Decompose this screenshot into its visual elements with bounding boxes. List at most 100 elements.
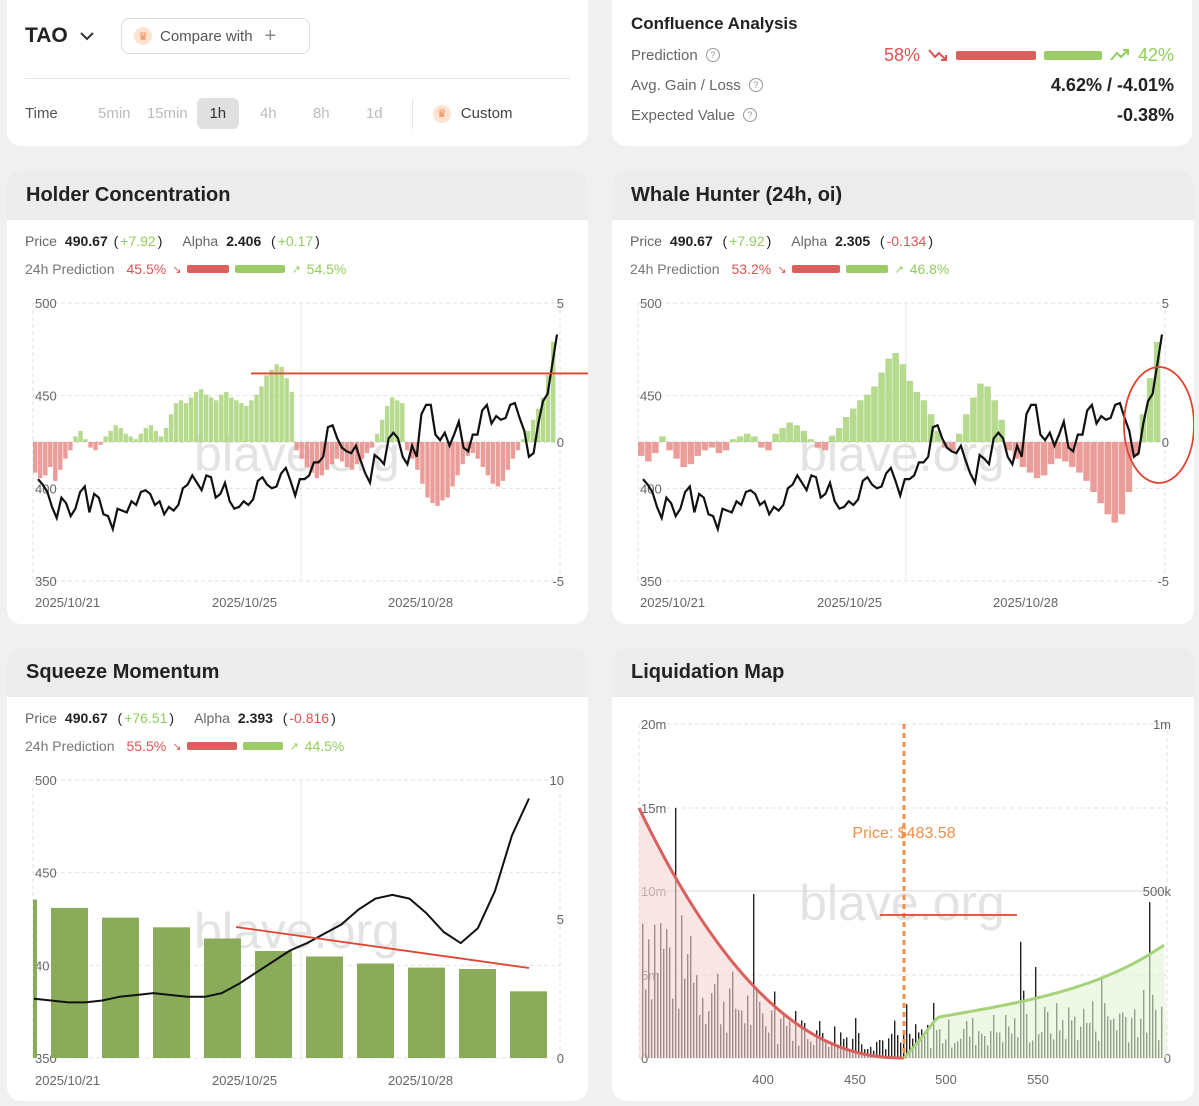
y-right-tick: 10: [550, 773, 564, 788]
squeeze-momentum-card: Squeeze Momentum Price 490.67 (+76.51) A…: [7, 648, 588, 1101]
alpha-bar: [209, 397, 214, 442]
alpha-bar: [701, 442, 709, 451]
x-tick: 2025/10/21: [35, 595, 100, 610]
alpha-bar: [450, 442, 455, 487]
alpha-bar: [234, 400, 239, 442]
alpha-label: Alpha: [182, 233, 219, 249]
custom-button[interactable]: ♛ Custom: [432, 104, 512, 123]
x-tick: 2025/10/25: [817, 595, 882, 610]
long-liq-area: [904, 945, 1167, 1058]
price-value: 490.67: [64, 710, 108, 726]
trend-down-icon: ↘: [172, 263, 182, 276]
alpha-bar: [244, 405, 249, 442]
alpha-bar: [1125, 442, 1133, 492]
liquidation-bar: [753, 894, 755, 1058]
x-tick: 2025/10/28: [388, 595, 453, 610]
momentum-bar: [33, 899, 37, 1058]
alpha-bar: [1132, 442, 1140, 456]
liquidation-bar: [885, 1049, 887, 1058]
alpha-bar: [984, 386, 991, 442]
alpha-bar: [380, 419, 385, 442]
time-option-4h[interactable]: 4h: [259, 105, 277, 122]
alpha-bar: [163, 428, 169, 442]
trend-up-icon: ↗: [289, 740, 299, 753]
prediction-down: 55.5%: [126, 738, 167, 754]
price-line: [33, 798, 530, 1004]
liquidation-chart[interactable]: 20m15m10m5m01m500k0400450500550blave.org…: [612, 648, 1194, 1101]
help-icon[interactable]: ?: [748, 78, 763, 92]
alpha-bar: [673, 442, 680, 459]
help-icon[interactable]: ?: [742, 108, 757, 122]
alpha-bar: [269, 369, 274, 442]
alpha-bar: [63, 442, 68, 459]
alpha-bar: [98, 442, 103, 445]
alpha-bar: [638, 442, 645, 456]
alpha-bar: [520, 439, 526, 442]
price-change: +76.51: [124, 710, 168, 726]
time-option-15min[interactable]: 15min: [146, 105, 188, 122]
alpha-bar: [445, 442, 450, 498]
alpha-bar: [495, 442, 501, 487]
trend-down-icon: [928, 49, 947, 61]
liquidation-bar: [852, 1038, 854, 1058]
gain-loss-value: 4.62% / -4.01%: [1050, 74, 1174, 95]
alpha-bar: [219, 394, 224, 442]
alpha-bar: [1097, 442, 1104, 504]
alpha-bar: [927, 414, 935, 442]
prediction-down-bar: [187, 742, 238, 750]
time-option-1d[interactable]: 1d: [365, 105, 383, 122]
annotation-trendline: [235, 926, 530, 969]
price-alpha-row: Price 490.67 (+76.51) Alpha 2.393 (-0.81…: [25, 710, 336, 726]
ticker-symbol: TAO: [25, 24, 68, 47]
divider: [25, 78, 570, 79]
y-right-tick: 5: [557, 296, 564, 311]
alpha-bar: [324, 442, 330, 470]
ticker-selector[interactable]: TAO: [25, 24, 94, 48]
price-line: [37, 334, 559, 533]
liquidation-bar: [1020, 941, 1022, 1058]
time-option-8h[interactable]: 8h: [312, 105, 330, 122]
y-right-tick: 500k: [1143, 884, 1172, 899]
liquidation-bar: [906, 1004, 908, 1058]
alpha-bar: [138, 433, 143, 442]
plus-icon: +: [264, 24, 277, 47]
alpha-bar: [772, 433, 779, 442]
prediction-up: 44.5%: [304, 738, 345, 754]
gain-loss-label: Avg. Gain / Loss: [631, 76, 741, 94]
alpha-bar: [88, 442, 93, 448]
alpha-bar: [168, 414, 174, 442]
liquidation-bar: [870, 1047, 872, 1058]
y-right-tick: 0: [1164, 1051, 1171, 1066]
x-tick: 2025/10/28: [993, 595, 1058, 610]
prediction-row: 24h Prediction 53.2% ↘ ↗ 46.8%: [630, 261, 949, 277]
compare-with-button[interactable]: ♛ Compare with +: [121, 18, 310, 54]
alpha-bar: [249, 400, 254, 442]
liquidation-bar: [861, 1044, 863, 1058]
alpha-bar: [425, 442, 430, 498]
momentum-bar: [51, 907, 88, 1058]
chevron-down-icon: [80, 32, 94, 41]
alpha-bar: [193, 392, 199, 442]
y-right-tick: 0: [557, 1051, 564, 1066]
trend-up-icon: ↗: [894, 263, 904, 276]
time-option-1h[interactable]: 1h: [196, 98, 239, 129]
alpha-bar: [956, 433, 963, 442]
alpha-bar: [814, 442, 822, 448]
prediction-label: 24h Prediction: [25, 261, 115, 277]
prediction-down-bar: [187, 265, 230, 273]
alpha-bar: [239, 403, 244, 442]
alpha-bar: [1026, 442, 1034, 473]
time-option-5min[interactable]: 5min: [98, 105, 131, 122]
help-icon[interactable]: ?: [705, 48, 720, 62]
alpha-bar: [78, 430, 83, 442]
alpha-bar: [314, 442, 319, 479]
alpha-bar: [1146, 378, 1154, 442]
alpha-bar: [475, 442, 480, 459]
alpha-bar: [843, 417, 850, 442]
crown-icon: ♛: [134, 27, 152, 45]
time-selector: Time 5min 15min 1h 4h 8h 1d ♛ Custom: [25, 98, 512, 129]
momentum-bar: [459, 969, 496, 1058]
